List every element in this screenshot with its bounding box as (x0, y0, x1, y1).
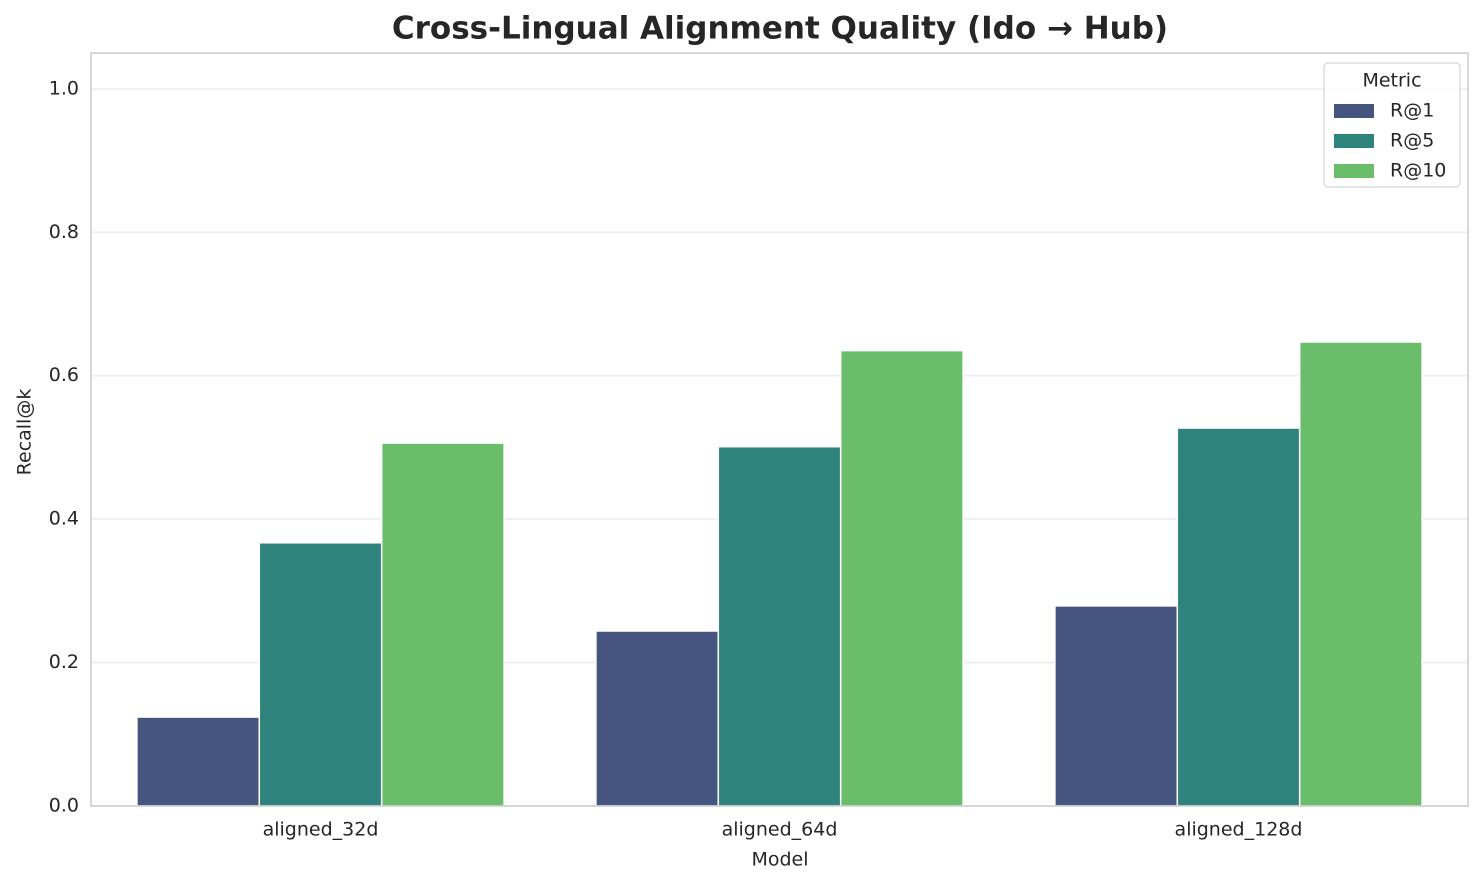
legend-label: R@10 (1390, 160, 1446, 182)
x-tick-label: aligned_64d (722, 819, 838, 841)
bar (1298, 341, 1423, 807)
y-tick-label: 0.2 (49, 651, 79, 673)
bar (258, 542, 383, 807)
y-tick-label: 0.4 (49, 508, 79, 530)
x-tick-label: aligned_32d (263, 819, 379, 841)
legend-title: Metric (1362, 70, 1421, 92)
bar (136, 716, 261, 807)
chart-title: Cross-Lingual Alignment Quality (Ido → H… (392, 11, 1168, 47)
y-tick-label: 0.8 (49, 221, 79, 243)
y-axis-label: Recall@k (14, 389, 36, 476)
bar (595, 630, 720, 807)
legend-label: R@5 (1390, 130, 1434, 152)
bar (717, 445, 842, 807)
legend-box (1323, 62, 1461, 188)
bar (1054, 605, 1179, 807)
legend: Metric R@1 R@5 R@10 (1323, 62, 1461, 188)
x-tick-label: aligned_128d (1175, 819, 1303, 841)
legend-swatch (1334, 104, 1374, 118)
y-tick-label: 0.0 (49, 795, 79, 817)
legend-swatch (1334, 164, 1374, 178)
bar (1176, 427, 1301, 807)
y-tick-label: 1.0 (49, 77, 79, 99)
bar (380, 442, 505, 807)
y-tick-label: 0.6 (49, 364, 79, 386)
x-axis-label: Model (751, 849, 808, 871)
legend-swatch (1334, 134, 1374, 148)
bar (839, 349, 964, 807)
legend-label: R@1 (1390, 100, 1434, 122)
plot-frame (90, 52, 1469, 807)
